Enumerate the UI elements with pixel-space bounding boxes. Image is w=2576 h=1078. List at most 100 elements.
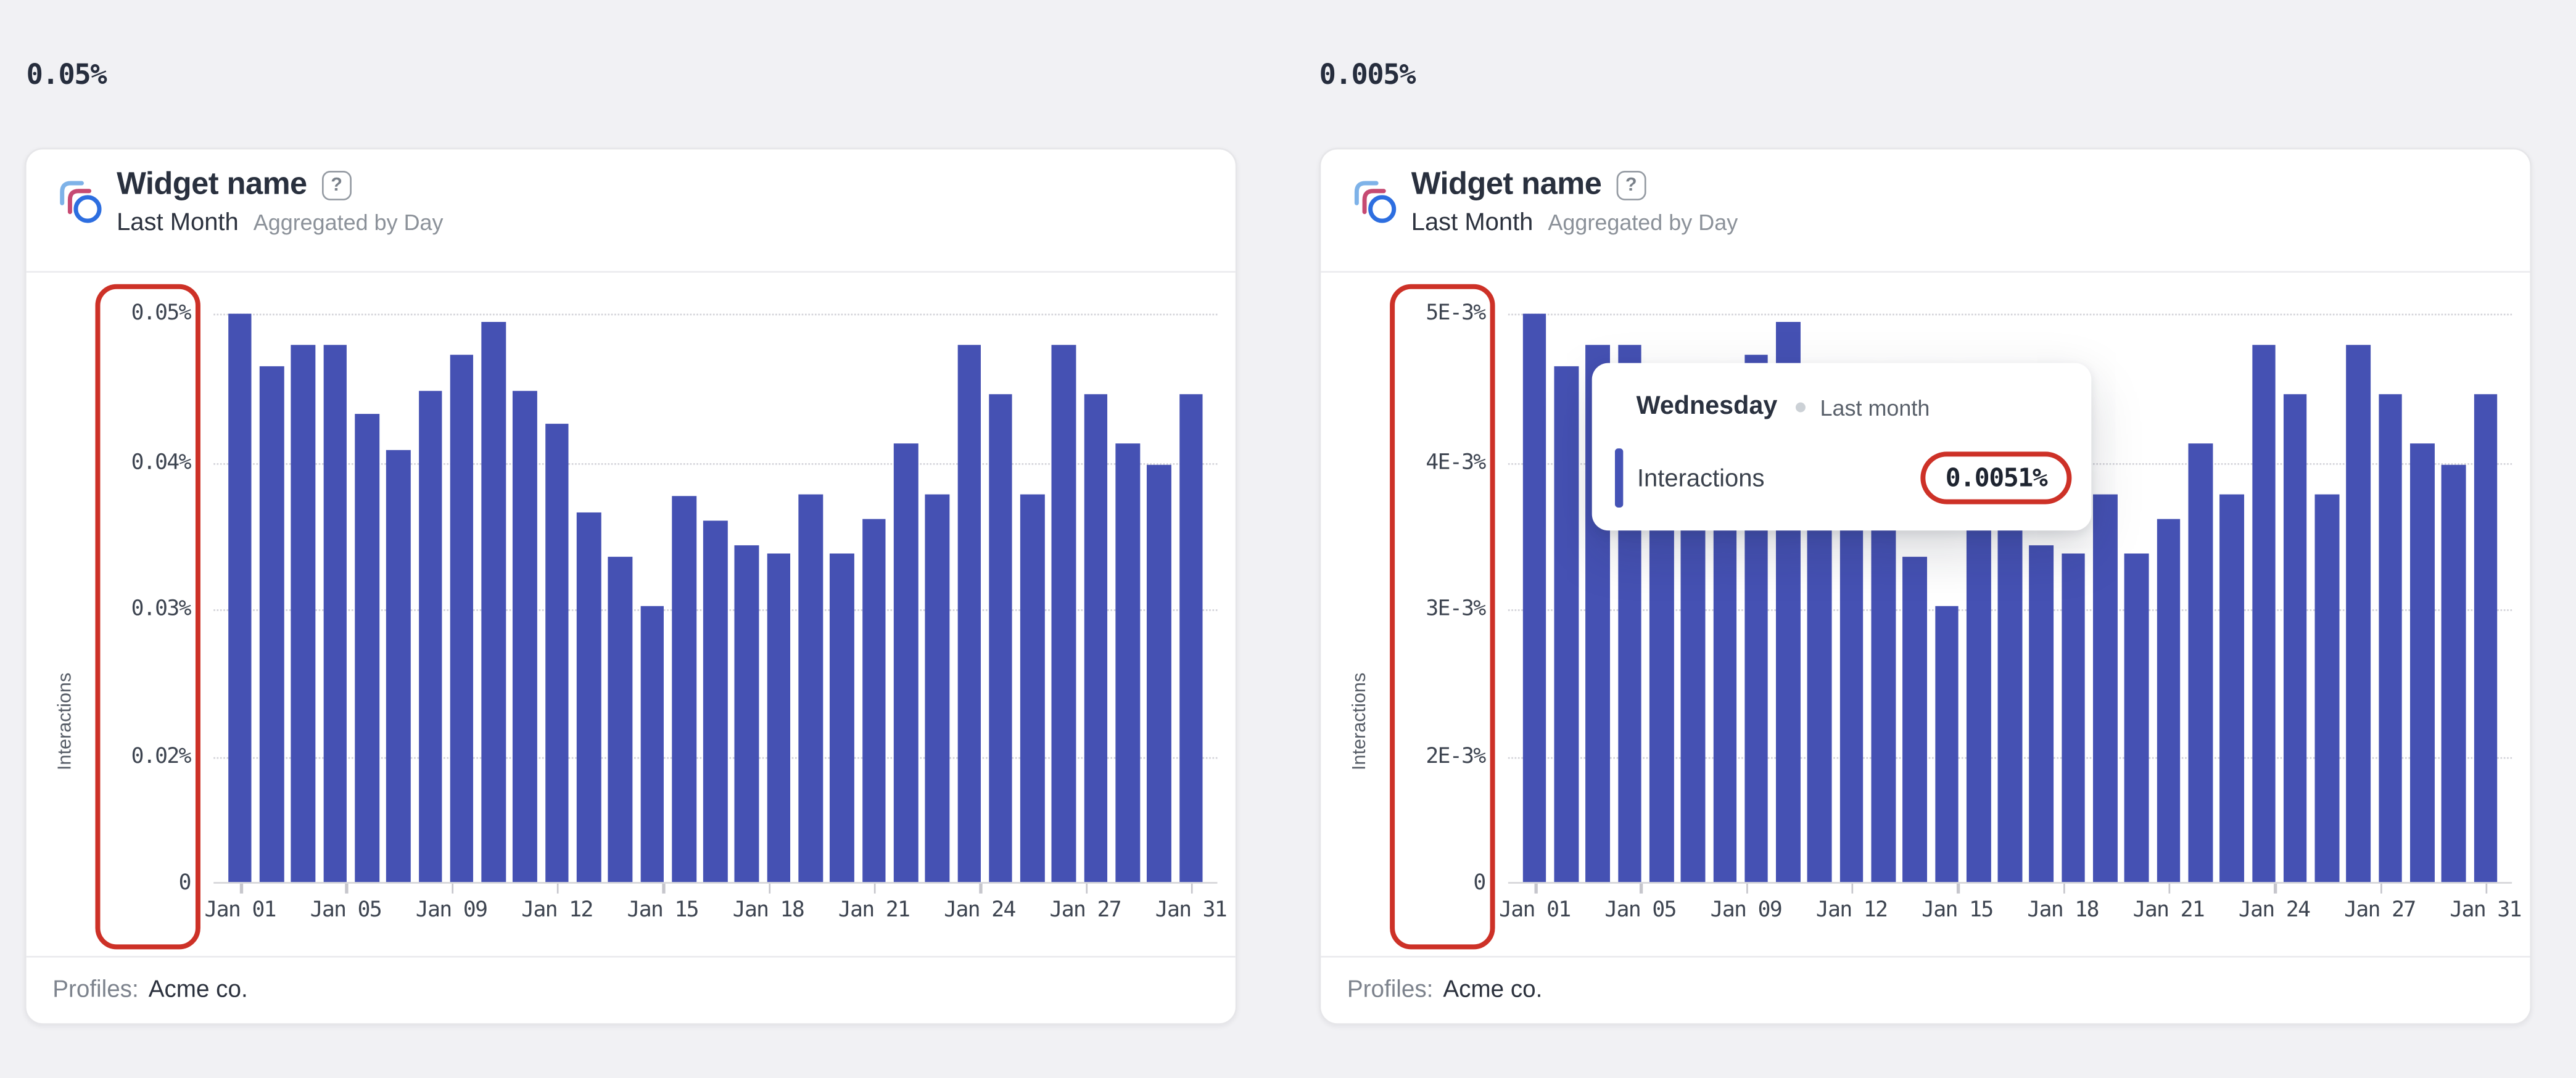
bar-jan-16[interactable] bbox=[703, 520, 728, 883]
bar-jan-03[interactable] bbox=[291, 345, 316, 883]
x-tick-label: Jan 18 bbox=[2027, 898, 2099, 923]
y-tick-label: 5E-3% bbox=[1426, 301, 1486, 326]
widget-footer: Profiles: Acme co. bbox=[26, 956, 1236, 1023]
profiles-value: Acme co. bbox=[1443, 977, 1543, 1004]
bar-jan-25[interactable] bbox=[2283, 394, 2308, 883]
x-tick-label: Jan 12 bbox=[521, 898, 593, 923]
help-icon[interactable]: ? bbox=[321, 170, 352, 200]
bar-jan-23[interactable] bbox=[2219, 493, 2244, 883]
y-tick-label: 4E-3% bbox=[1426, 450, 1486, 475]
aggregation-label: Aggregated by Day bbox=[1548, 210, 1738, 235]
x-axis-tick bbox=[1957, 883, 1960, 894]
bar-jan-26[interactable] bbox=[2314, 493, 2339, 883]
gridline bbox=[213, 463, 1218, 465]
bar-jan-01[interactable] bbox=[228, 313, 252, 883]
bar-jan-22[interactable] bbox=[2188, 443, 2213, 883]
x-tick-label: Jan 01 bbox=[204, 898, 276, 923]
widget-card-scientific: Widget name ? Last Month Aggregated by D… bbox=[1319, 147, 2532, 1025]
gridline bbox=[213, 313, 1218, 316]
y-tick-label: 0.04% bbox=[131, 450, 192, 475]
y-tick-label: 0.05% bbox=[131, 301, 192, 326]
bar-jan-25[interactable] bbox=[988, 394, 1013, 883]
bar-jan-20[interactable] bbox=[830, 553, 854, 883]
bar-jan-12[interactable] bbox=[1871, 512, 1896, 883]
bar-jan-02[interactable] bbox=[1554, 366, 1579, 883]
x-axis-tick bbox=[768, 883, 771, 894]
bar-jan-15[interactable] bbox=[1966, 495, 1991, 883]
bar-jan-13[interactable] bbox=[1902, 557, 1927, 883]
bar-jan-18[interactable] bbox=[2061, 553, 2086, 883]
x-axis-tick bbox=[1851, 883, 1854, 894]
bar-jan-18[interactable] bbox=[767, 553, 791, 883]
y-axis-title: Interactions bbox=[56, 673, 76, 771]
x-tick-label: Jan 27 bbox=[2344, 898, 2416, 923]
bar-jan-28[interactable] bbox=[2378, 394, 2403, 883]
help-icon[interactable]: ? bbox=[1616, 170, 1646, 200]
bar-jan-23[interactable] bbox=[925, 493, 949, 883]
bar-jan-08[interactable] bbox=[450, 354, 474, 883]
profiles-value: Acme co. bbox=[148, 977, 248, 1004]
bar-jan-26[interactable] bbox=[1020, 493, 1045, 883]
bar-jan-07[interactable] bbox=[418, 390, 442, 883]
widget-chart-icon bbox=[1350, 176, 1402, 227]
bar-jan-11[interactable] bbox=[545, 424, 569, 883]
bar-jan-28[interactable] bbox=[1083, 394, 1108, 883]
bar-jan-20[interactable] bbox=[2124, 553, 2149, 883]
x-tick-label: Jan 24 bbox=[2238, 898, 2311, 923]
bar-jan-17[interactable] bbox=[2029, 545, 2054, 883]
plot-area: Jan 01 Jan 05 Jan 09 Jan 12 Jan 15 Jan 18 Jan … bbox=[204, 313, 1228, 923]
bar-jan-14[interactable] bbox=[640, 606, 664, 883]
bar-jan-29[interactable] bbox=[2409, 443, 2434, 883]
bar-jan-05[interactable] bbox=[355, 413, 379, 883]
bar-jan-06[interactable] bbox=[386, 449, 411, 883]
bar-jan-16[interactable] bbox=[1998, 520, 2022, 883]
aggregation-label: Aggregated by Day bbox=[253, 210, 444, 235]
date-range-label: Last Month bbox=[1411, 208, 1534, 237]
bar-jan-13[interactable] bbox=[608, 557, 633, 883]
tooltip-metric-label: Interactions bbox=[1637, 464, 1765, 492]
bar-jan-22[interactable] bbox=[893, 443, 918, 883]
bar-jan-09[interactable] bbox=[481, 322, 506, 883]
y-tick-label: 0.02% bbox=[131, 745, 192, 770]
bar-jan-21[interactable] bbox=[2156, 519, 2181, 883]
widget-title: Widget name bbox=[1411, 167, 1602, 202]
bar-jan-29[interactable] bbox=[1115, 443, 1140, 883]
x-axis-tick bbox=[873, 883, 877, 894]
widget-header: Widget name ? Last Month Aggregated by D… bbox=[1321, 149, 2530, 273]
bar-jan-02[interactable] bbox=[260, 366, 284, 883]
bar-jan-27[interactable] bbox=[1052, 345, 1076, 883]
x-tick-label: Jan 15 bbox=[1922, 898, 1994, 923]
profiles-label: Profiles: bbox=[52, 977, 139, 1004]
bar-jan-12[interactable] bbox=[576, 512, 601, 883]
x-axis-tick bbox=[1534, 883, 1537, 894]
bar-jan-24[interactable] bbox=[2252, 345, 2276, 883]
bar-jan-24[interactable] bbox=[957, 345, 981, 883]
y-axis-title: Interactions bbox=[1350, 673, 1371, 771]
bar-jan-17[interactable] bbox=[735, 545, 759, 883]
x-axis-tick bbox=[240, 883, 242, 894]
x-axis-tick bbox=[2063, 883, 2065, 894]
x-axis-tick bbox=[1191, 883, 1194, 894]
date-range-label: Last Month bbox=[117, 208, 239, 237]
x-axis-tick bbox=[2168, 883, 2171, 894]
bar-jan-04[interactable] bbox=[323, 345, 347, 883]
y-tick-label: 0 bbox=[1473, 871, 1486, 896]
bar-jan-01[interactable] bbox=[1522, 313, 1547, 883]
bar-jan-30[interactable] bbox=[2442, 465, 2466, 883]
bar-jan-10[interactable] bbox=[513, 390, 538, 883]
bar-jan-19[interactable] bbox=[2093, 493, 2118, 883]
x-axis-tick bbox=[345, 883, 349, 894]
bar-jan-21[interactable] bbox=[862, 519, 886, 883]
bar-jan-14[interactable] bbox=[1934, 606, 1959, 883]
y-tick-label: 0.03% bbox=[131, 597, 192, 622]
bar-jan-15[interactable] bbox=[672, 495, 696, 883]
bar-jan-27[interactable] bbox=[2347, 345, 2371, 883]
bar-jan-19[interactable] bbox=[798, 493, 823, 883]
x-tick-label: Jan 09 bbox=[1710, 898, 1783, 923]
bar-jan-30[interactable] bbox=[1147, 465, 1171, 883]
bar-jan-31[interactable] bbox=[2473, 394, 2498, 883]
bar-jan-31[interactable] bbox=[1179, 394, 1203, 883]
widget-title: Widget name bbox=[117, 167, 307, 202]
x-tick-label: Jan 21 bbox=[2132, 898, 2205, 923]
